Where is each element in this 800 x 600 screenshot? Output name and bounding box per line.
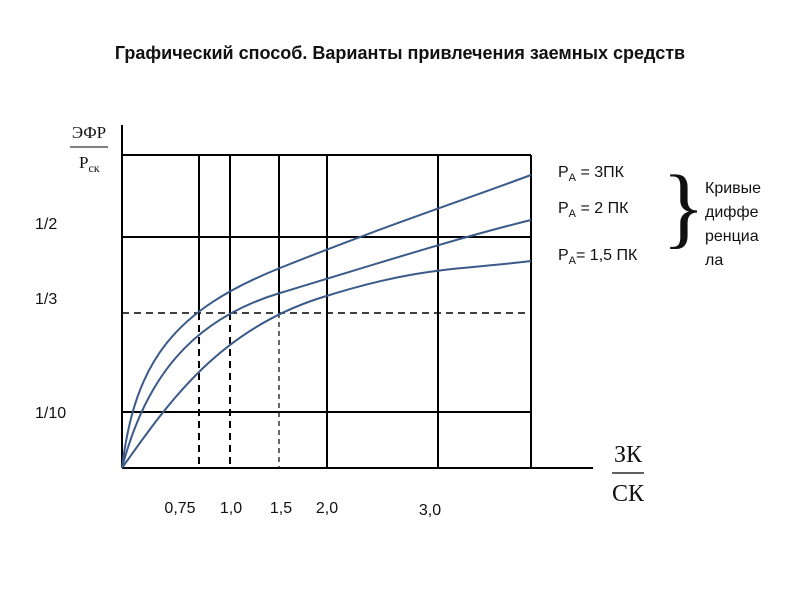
curve [121,260,532,469]
x-tick-label: 1,0 [220,500,242,517]
brace-note: диффе [705,204,759,221]
y-axis-label-main: Р [79,153,88,172]
x-tick-label: 3,0 [419,502,441,519]
y-tick-label: 1/10 [35,405,66,422]
y-axis-label: Рск [79,153,100,175]
y-tick-label: 1/2 [35,216,57,233]
curve [121,174,532,469]
curve-label: РА = 2 ПК [558,200,629,220]
curve-label-sub: А [569,255,577,267]
title: Графический способ. Варианты привлечения… [115,43,685,63]
curve [121,219,532,469]
brace-note: Кривые [705,180,761,197]
curve-label-main: Р [558,247,569,264]
curve-label-rest: = 2 ПК [576,200,629,217]
curve-label-rest: = 3ПК [576,164,625,181]
curve-label-sub: А [569,208,577,220]
curve-label: РА= 1,5 ПК [558,247,638,267]
x-axis-label: ЗК [614,442,643,468]
y-tick-label: 1/3 [35,291,57,308]
brace-note: ла [705,252,723,269]
x-tick-label: 0,75 [164,500,195,517]
x-tick-label: 2,0 [316,500,338,517]
curve-label-main: Р [558,164,569,181]
curve-label-rest: = 1,5 ПК [576,247,638,264]
brace-note: ренциа [705,228,759,245]
y-axis-label: ЭФР [72,123,106,142]
curve-label: РА = 3ПК [558,164,625,184]
x-axis-label: СК [612,481,645,507]
curve-label-sub: А [569,172,577,184]
y-axis-label-sub: ск [88,161,99,175]
curve-label-main: Р [558,200,569,217]
x-tick-label: 1,5 [270,500,292,517]
brace: } [662,158,705,257]
